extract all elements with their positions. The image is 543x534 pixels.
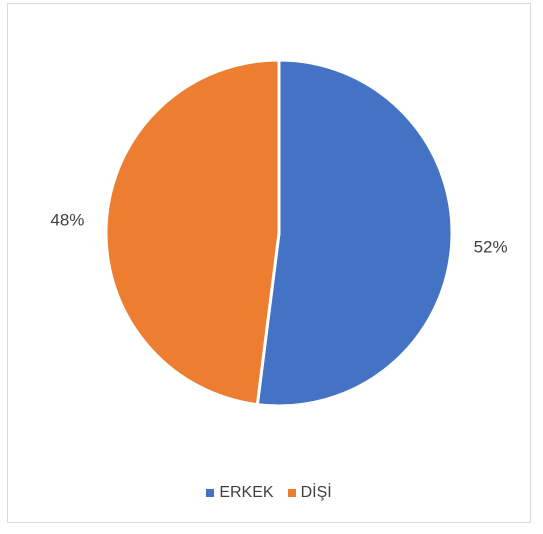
data-label-erkek: 52% <box>474 237 508 256</box>
legend: ERKEK DİŞİ <box>8 484 530 502</box>
pie-slice-disi <box>104 58 281 407</box>
chart-area: 52% 48% ERKEK DİŞİ <box>7 3 531 523</box>
legend-swatch-erkek <box>206 489 215 497</box>
data-label-disi: 48% <box>50 211 84 230</box>
pie-slice-erkek <box>255 58 454 408</box>
legend-item-erkek: ERKEK <box>206 484 274 502</box>
legend-swatch-disi <box>287 489 296 497</box>
pie-chart: 52% 48% <box>50 58 508 408</box>
legend-label-disi: DİŞİ <box>300 484 332 501</box>
legend-label-erkek: ERKEK <box>219 484 274 501</box>
legend-item-disi: DİŞİ <box>287 484 332 502</box>
